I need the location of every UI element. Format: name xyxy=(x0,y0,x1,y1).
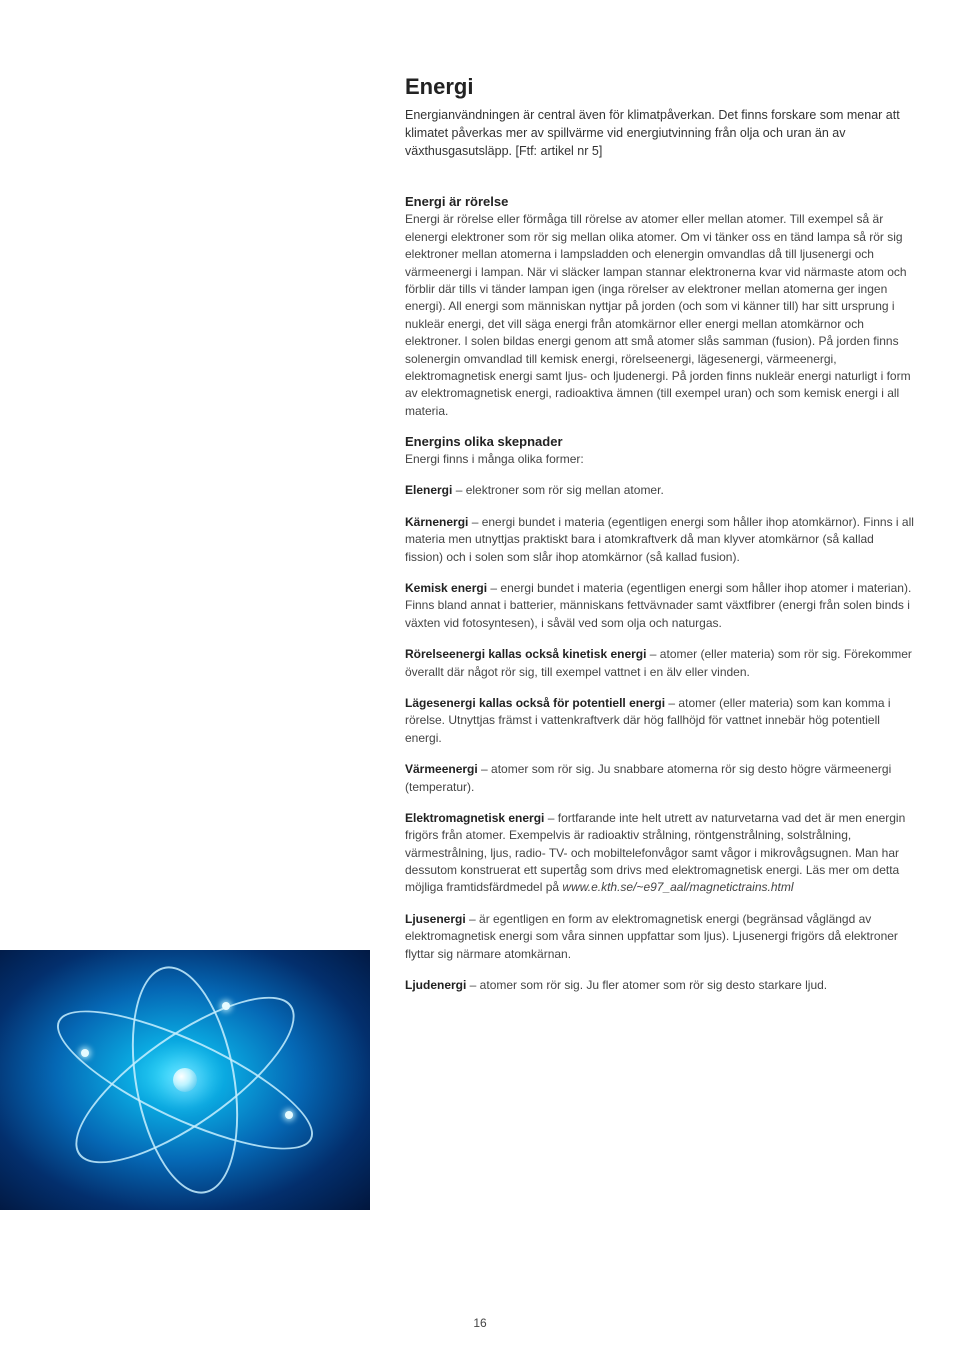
page-number: 16 xyxy=(0,1316,960,1330)
def-karnenergi: Kärnenergi – energi bundet i materia (eg… xyxy=(405,514,915,566)
def-kemisk: Kemisk energi – energi bundet i materia … xyxy=(405,580,915,632)
section-heading: Energins olika skepnader xyxy=(405,434,915,449)
article-body: Energi Energianvändningen är central äve… xyxy=(405,74,915,1008)
def-elektromagnetisk: Elektromagnetisk energi – fortfarande in… xyxy=(405,810,915,897)
electron xyxy=(222,1002,230,1010)
nucleus xyxy=(173,1068,197,1092)
def-term: Kemisk energi xyxy=(405,581,487,595)
def-rorelse: Rörelseenergi kallas också kinetisk ener… xyxy=(405,646,915,681)
def-term: Kärnenergi xyxy=(405,515,468,529)
def-text: – atomer som rör sig. Ju fler atomer som… xyxy=(466,978,827,992)
def-text: – är egentligen en form av elektromagnet… xyxy=(405,912,898,961)
section-lead: Energi finns i många olika former: xyxy=(405,451,915,468)
def-term: Elektromagnetisk energi xyxy=(405,811,544,825)
def-term: Ljudenergi xyxy=(405,978,466,992)
section-body: Energi är rörelse eller förmåga till rör… xyxy=(405,211,915,420)
def-term: Rörelseenergi kallas också kinetisk ener… xyxy=(405,647,646,661)
def-text: – elektroner som rör sig mellan atomer. xyxy=(452,483,663,497)
def-term: Lägesenergi kallas också för potentiell … xyxy=(405,696,665,710)
def-url: www.e.kth.se/~e97_aal/magnetictrains.htm… xyxy=(562,880,793,894)
intro-paragraph: Energianvändningen är central även för k… xyxy=(405,106,915,160)
def-lages: Lägesenergi kallas också för potentiell … xyxy=(405,695,915,747)
def-term: Elenergi xyxy=(405,483,452,497)
def-ljus: Ljusenergi – är egentligen en form av el… xyxy=(405,911,915,963)
page-title: Energi xyxy=(405,74,915,100)
def-elenergi: Elenergi – elektroner som rör sig mellan… xyxy=(405,482,915,499)
atom-illustration xyxy=(0,950,370,1210)
def-term: Ljusenergi xyxy=(405,912,466,926)
def-term: Värmeenergi xyxy=(405,762,478,776)
def-ljud: Ljudenergi – atomer som rör sig. Ju fler… xyxy=(405,977,915,994)
def-text: – energi bundet i materia (egentligen en… xyxy=(405,515,914,564)
def-text: – atomer som rör sig. Ju snabbare atomer… xyxy=(405,762,891,793)
def-varme: Värmeenergi – atomer som rör sig. Ju sna… xyxy=(405,761,915,796)
section-heading: Energi är rörelse xyxy=(405,194,915,209)
page: Energi Energianvändningen är central äve… xyxy=(0,0,960,1358)
